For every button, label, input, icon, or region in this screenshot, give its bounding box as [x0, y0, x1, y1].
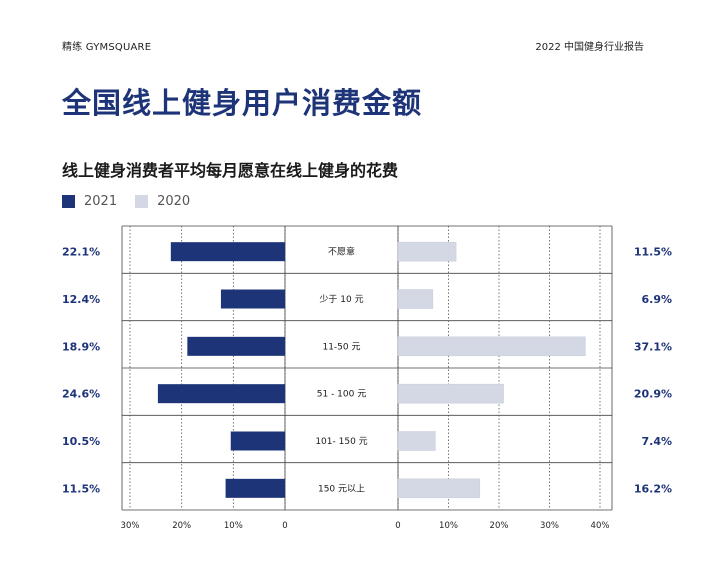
tick-label-left: 0	[282, 521, 287, 531]
data-label-2020: 6.9%	[641, 293, 672, 306]
data-label-2021: 24.6%	[62, 388, 100, 401]
category-label: 101- 150 元	[315, 437, 367, 447]
bar-2021	[225, 478, 285, 498]
bar-2021	[170, 242, 285, 262]
bar-2021	[157, 384, 285, 404]
bar-2021	[220, 289, 285, 309]
tick-label-right: 40%	[591, 521, 610, 531]
bar-2020	[397, 241, 457, 262]
brand-name: 精练 GYMSQUARE	[62, 42, 152, 53]
bar-2020	[397, 336, 586, 357]
tick-label-left: 30%	[121, 521, 140, 531]
chart-title: 线上健身消费者平均每月愿意在线上健身的花费	[62, 161, 399, 180]
data-label-2021: 12.4%	[62, 293, 100, 306]
data-label-2021: 18.9%	[62, 340, 100, 353]
chart-legend: 2021 2020	[62, 192, 208, 210]
data-label-2020: 20.9%	[634, 388, 672, 401]
data-label-2021: 10.5%	[62, 435, 100, 448]
report-name: 2022 中国健身行业报告	[535, 42, 644, 53]
bar-2020	[397, 383, 504, 404]
data-label-2021: 11.5%	[62, 482, 100, 495]
category-label: 不愿意	[328, 246, 355, 258]
tick-label-right: 0	[395, 521, 400, 531]
category-label: 少于 10 元	[319, 294, 363, 305]
legend-label-2021: 2021	[84, 193, 118, 209]
tick-label-left: 20%	[172, 521, 191, 531]
category-label: 11-50 元	[322, 342, 360, 352]
bar-2020	[397, 431, 436, 451]
bar-2020	[397, 289, 434, 309]
tick-label-right: 10%	[439, 521, 458, 531]
data-label-2020: 11.5%	[634, 246, 672, 259]
legend-swatch-2020	[135, 194, 149, 208]
bar-2021	[187, 336, 285, 356]
legend-label-2020: 2020	[157, 193, 191, 209]
legend-item-2021: 2021	[62, 194, 117, 209]
bar-2020	[397, 478, 481, 499]
data-label-2020: 16.2%	[634, 482, 672, 495]
data-label-2021: 22.1%	[62, 246, 100, 259]
bar-2021	[230, 431, 285, 451]
page-title: 全国线上健身用户消费金额	[62, 86, 423, 120]
tick-label-right: 20%	[490, 521, 509, 531]
legend-swatch-2021	[62, 194, 75, 208]
tick-label-right: 30%	[540, 521, 559, 531]
category-label: 150 元以上	[318, 483, 365, 494]
data-label-2020: 7.4%	[641, 435, 672, 448]
legend-item-2020: 2020	[135, 194, 190, 209]
data-label-2020: 37.1%	[634, 340, 672, 353]
category-label: 51 - 100 元	[317, 390, 366, 400]
tick-label-left: 10%	[224, 521, 243, 531]
